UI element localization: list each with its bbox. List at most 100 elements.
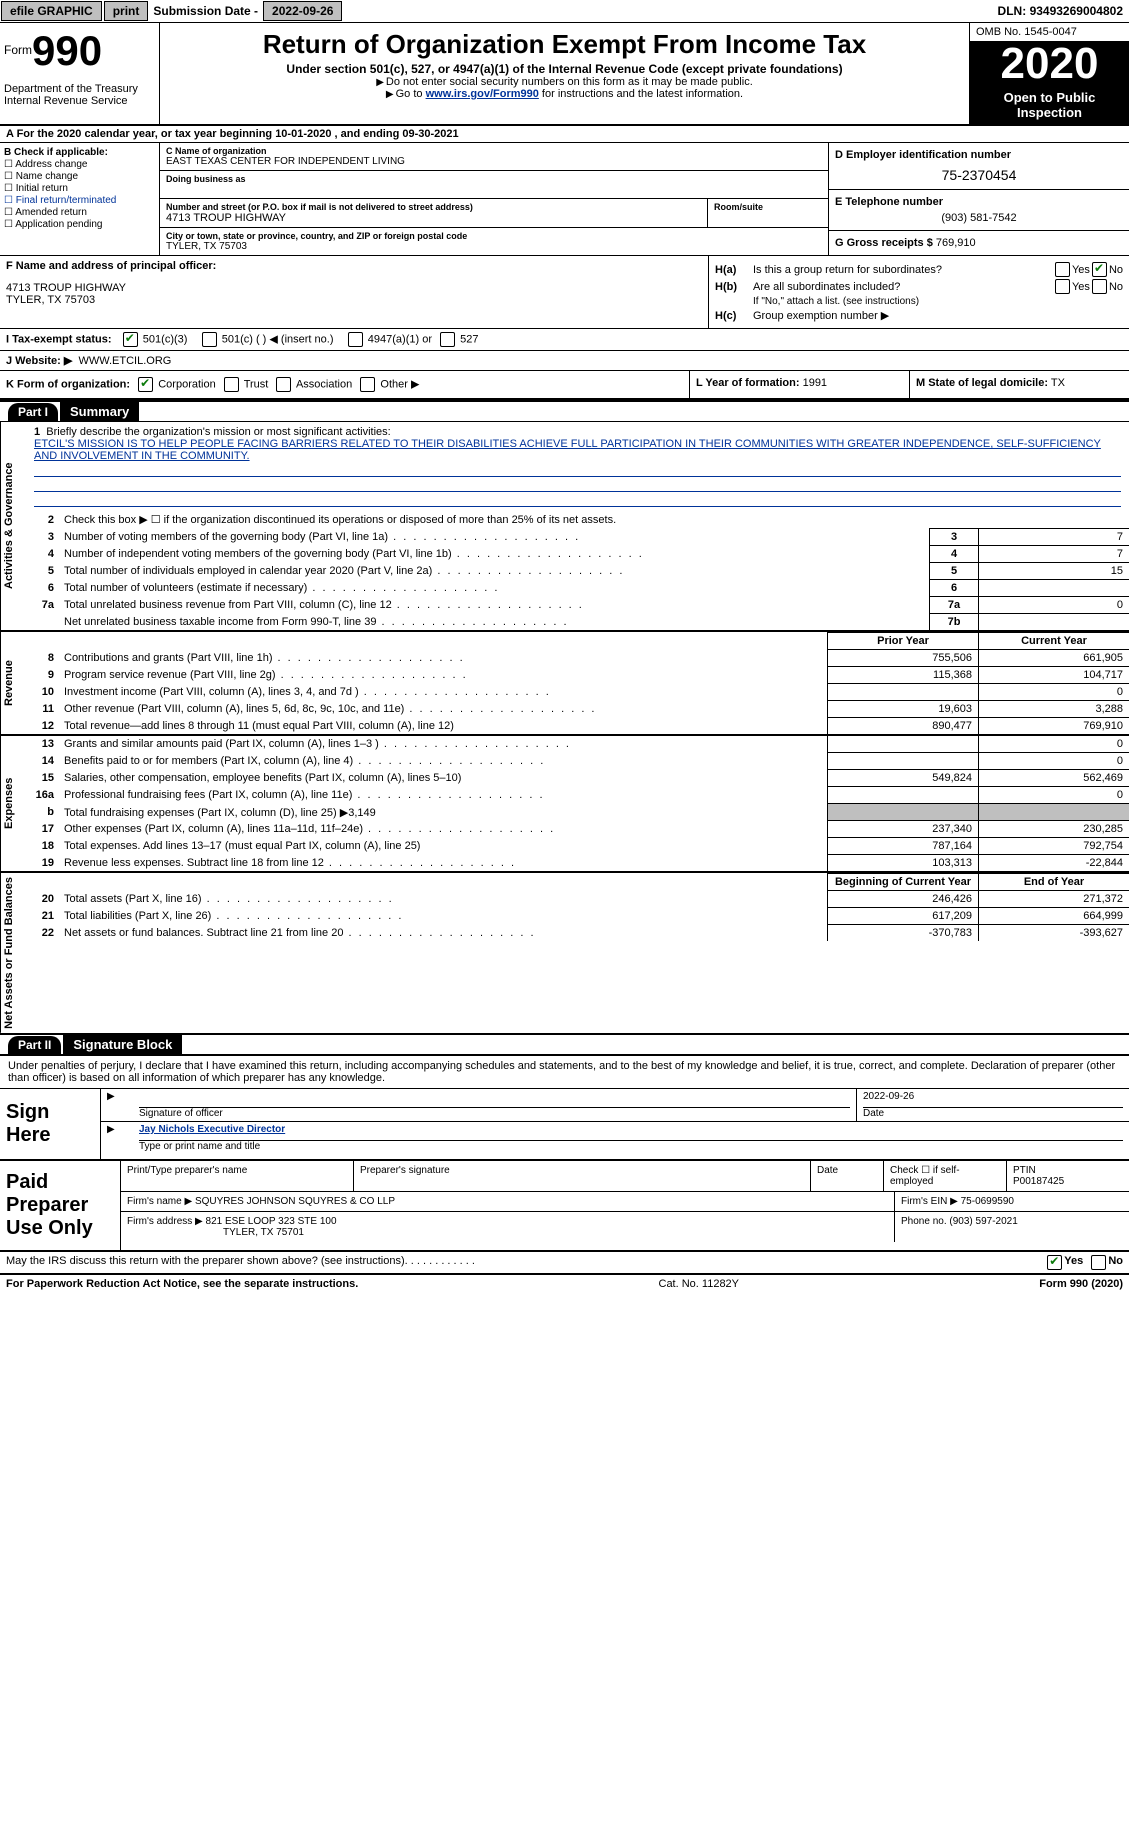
part-i-header: Part ISummary <box>0 400 1129 422</box>
org-name-cell: C Name of organization EAST TEXAS CENTER… <box>160 143 828 171</box>
city-cell: City or town, state or province, country… <box>160 228 828 255</box>
sign-arrow-icon: ▶ <box>101 1089 133 1121</box>
department-label: Department of the Treasury Internal Reve… <box>4 83 155 107</box>
firm-phone-cell: Phone no. (903) 597-2021 <box>895 1212 1129 1242</box>
mission-text: ETCIL'S MISSION IS TO HELP PEOPLE FACING… <box>34 438 1101 462</box>
trust-checkbox[interactable] <box>224 377 239 392</box>
assoc-checkbox[interactable] <box>276 377 291 392</box>
preparer-date-header: Date <box>811 1161 884 1191</box>
mission-label: Briefly describe the organization's miss… <box>46 426 390 438</box>
room-suite-cell: Room/suite <box>708 199 828 227</box>
revenue-table: Prior YearCurrent Year 8Contributions an… <box>26 632 1129 734</box>
revenue-label: Revenue <box>0 632 26 734</box>
discuss-yes-checkbox[interactable] <box>1047 1255 1062 1270</box>
527-checkbox[interactable] <box>440 332 455 347</box>
check-name-change[interactable]: ☐ Name change <box>4 171 155 182</box>
firm-address-cell: Firm's address ▶ 821 ESE LOOP 323 STE 10… <box>121 1212 895 1242</box>
activities-governance-section: Activities & Governance 1 Briefly descri… <box>0 422 1129 632</box>
ptin-cell: PTINP00187425 <box>1007 1161 1129 1191</box>
501c3-checkbox[interactable] <box>123 332 138 347</box>
form-number: Form990 <box>4 27 155 75</box>
signature-officer-label: Signature of officer <box>139 1108 850 1119</box>
form-subtitle-3: Go to www.irs.gov/Form990 for instructio… <box>168 88 961 100</box>
net-assets-label: Net Assets or Fund Balances <box>0 873 26 1033</box>
expenses-label: Expenses <box>0 736 26 871</box>
ha-yes-checkbox[interactable] <box>1055 262 1070 277</box>
discuss-no-checkbox[interactable] <box>1091 1255 1106 1270</box>
date-label: Date <box>863 1108 1123 1119</box>
section-b-label: B Check if applicable: <box>4 147 155 158</box>
h-b-note: If "No," attach a list. (see instruction… <box>715 296 1123 307</box>
form-subtitle-2: Do not enter social security numbers on … <box>168 76 961 88</box>
firm-ein-cell: Firm's EIN ▶ 75-0699590 <box>895 1192 1129 1211</box>
gross-receipts-cell: G Gross receipts $ 769,910 <box>829 231 1129 255</box>
row-klm: K Form of organization: Corporation Trus… <box>0 371 1129 400</box>
expenses-section: Expenses 13Grants and similar amounts pa… <box>0 736 1129 873</box>
principal-officer-addr2: TYLER, TX 75703 <box>6 294 702 306</box>
check-initial-return[interactable]: ☐ Initial return <box>4 183 155 194</box>
irs-link[interactable]: www.irs.gov/Form990 <box>426 88 539 100</box>
preparer-name-header: Print/Type preparer's name <box>121 1161 354 1191</box>
paid-preparer-label: Paid Preparer Use Only <box>0 1161 120 1250</box>
pra-notice: For Paperwork Reduction Act Notice, see … <box>6 1278 358 1290</box>
dba-cell: Doing business as <box>160 171 828 199</box>
governance-table: 2Check this box ▶ ☐ if the organization … <box>26 511 1129 630</box>
type-name-label: Type or print name and title <box>139 1141 1123 1152</box>
row-a-tax-year: A For the 2020 calendar year, or tax yea… <box>0 126 1129 143</box>
preparer-sig-header: Preparer's signature <box>354 1161 811 1191</box>
501c-checkbox[interactable] <box>202 332 217 347</box>
open-to-public: Open to Public Inspection <box>970 86 1129 124</box>
corp-checkbox[interactable] <box>138 377 153 392</box>
print-button[interactable]: print <box>104 1 149 21</box>
other-checkbox[interactable] <box>360 377 375 392</box>
form-header: Form990 Department of the Treasury Inter… <box>0 23 1129 126</box>
tax-year: 2020 <box>970 42 1129 86</box>
officer-name: Jay Nichols Executive Director <box>139 1124 1123 1141</box>
submission-date-label: Submission Date - <box>149 4 262 18</box>
top-toolbar: efile GRAPHIC print Submission Date - 20… <box>0 0 1129 23</box>
catalog-number: Cat. No. 11282Y <box>358 1278 1039 1290</box>
net-assets-table: Beginning of Current YearEnd of Year 20T… <box>26 873 1129 941</box>
form-subtitle-1: Under section 501(c), 527, or 4947(a)(1)… <box>168 62 961 76</box>
check-final-return[interactable]: ☐ Final return/terminated <box>4 195 155 206</box>
sign-arrow-icon-2: ▶ <box>101 1122 133 1154</box>
revenue-section: Revenue Prior YearCurrent Year 8Contribu… <box>0 632 1129 736</box>
ein-cell: D Employer identification number 75-2370… <box>829 143 1129 190</box>
section-fh: F Name and address of principal officer:… <box>0 256 1129 329</box>
section-bcd: B Check if applicable: ☐ Address change … <box>0 143 1129 256</box>
org-name: EAST TEXAS CENTER FOR INDEPENDENT LIVING <box>166 156 822 167</box>
irs-discuss-row: May the IRS discuss this return with the… <box>0 1251 1129 1273</box>
4947-checkbox[interactable] <box>348 332 363 347</box>
paid-preparer-block: Paid Preparer Use Only Print/Type prepar… <box>0 1159 1129 1251</box>
dln: DLN: 93493269004802 <box>998 4 1129 18</box>
signature-block: Under penalties of perjury, I declare th… <box>0 1055 1129 1159</box>
check-amended-return[interactable]: ☐ Amended return <box>4 207 155 218</box>
part-ii-header: Part IISignature Block <box>0 1033 1129 1055</box>
sign-here-label: Sign Here <box>0 1089 100 1159</box>
efile-button[interactable]: efile GRAPHIC <box>1 1 102 21</box>
principal-officer-label: F Name and address of principal officer: <box>6 260 702 272</box>
street-cell: Number and street (or P.O. box if mail i… <box>160 199 708 227</box>
ha-no-checkbox[interactable] <box>1092 262 1107 277</box>
h-a-row: H(a) Is this a group return for subordin… <box>715 262 1123 277</box>
check-application-pending[interactable]: ☐ Application pending <box>4 219 155 230</box>
h-c-row: H(c) Group exemption number ▶ <box>715 309 1123 322</box>
h-b-row: H(b) Are all subordinates included? Yes … <box>715 279 1123 294</box>
expenses-table: 13Grants and similar amounts paid (Part … <box>26 736 1129 871</box>
firm-name-cell: Firm's name ▶ SQUYRES JOHNSON SQUYRES & … <box>121 1192 895 1211</box>
principal-officer-addr1: 4713 TROUP HIGHWAY <box>6 282 702 294</box>
activities-governance-label: Activities & Governance <box>0 422 26 630</box>
row-j-website: J Website: ▶ WWW.ETCIL.ORG <box>0 351 1129 371</box>
row-i-tax-exempt: I Tax-exempt status: 501(c)(3) 501(c) ( … <box>0 329 1129 351</box>
submission-date: 2022-09-26 <box>263 1 342 21</box>
hb-no-checkbox[interactable] <box>1092 279 1107 294</box>
check-address-change[interactable]: ☐ Address change <box>4 159 155 170</box>
form-title: Return of Organization Exempt From Incom… <box>168 29 961 60</box>
self-employed-check[interactable]: Check ☐ if self-employed <box>884 1161 1007 1191</box>
page-footer: For Paperwork Reduction Act Notice, see … <box>0 1273 1129 1293</box>
net-assets-section: Net Assets or Fund Balances Beginning of… <box>0 873 1129 1033</box>
perjury-declaration: Under penalties of perjury, I declare th… <box>0 1056 1129 1088</box>
hb-yes-checkbox[interactable] <box>1055 279 1070 294</box>
form-page-label: Form 990 (2020) <box>1039 1278 1123 1290</box>
sign-date: 2022-09-26 <box>863 1091 1123 1108</box>
